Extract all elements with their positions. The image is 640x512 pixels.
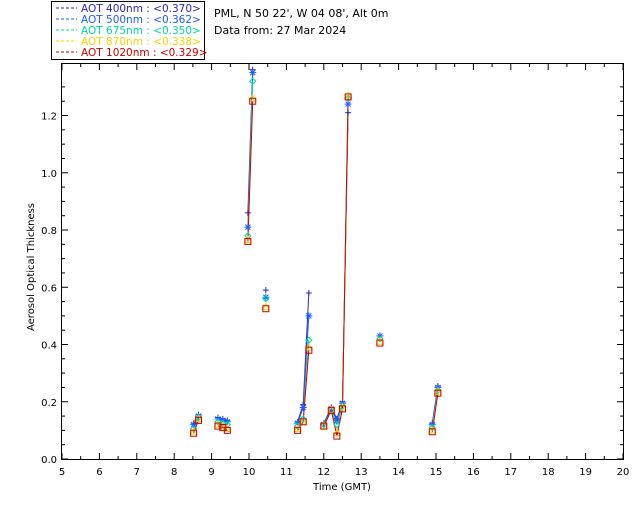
data-point xyxy=(189,425,198,433)
x-tick-label: 10 xyxy=(243,467,256,478)
data-point xyxy=(338,402,347,411)
data-point xyxy=(244,237,252,245)
x-tick-label: 15 xyxy=(430,467,443,478)
x-tick-label: 17 xyxy=(504,467,517,478)
x-axis-title: Time (GMT) xyxy=(312,482,371,493)
series-line xyxy=(247,101,254,242)
series-line xyxy=(323,96,349,437)
data-point xyxy=(434,386,442,395)
data-point xyxy=(294,426,302,434)
data-point xyxy=(376,339,384,347)
data-point xyxy=(244,209,251,216)
data-point xyxy=(427,425,437,434)
data-point xyxy=(375,337,385,345)
series-line xyxy=(323,112,349,424)
data-point xyxy=(214,418,222,426)
data-point xyxy=(262,295,270,303)
data-point xyxy=(244,223,252,231)
data-point xyxy=(333,420,341,429)
x-tick-label: 19 xyxy=(579,467,592,478)
data-point xyxy=(190,429,198,437)
data-point xyxy=(262,287,269,294)
x-tick-label: 6 xyxy=(96,467,102,478)
x-tick-label: 20 xyxy=(617,467,630,478)
data-point xyxy=(195,416,203,424)
data-point xyxy=(320,422,328,430)
x-tick-label: 7 xyxy=(134,467,140,478)
data-point xyxy=(249,69,257,77)
legend-label: AOT 400nm : <0.370> xyxy=(81,3,201,15)
legend-label: AOT 870nm : <0.338> xyxy=(81,36,201,48)
y-tick-label: 0.2 xyxy=(41,398,57,409)
x-tick-label: 13 xyxy=(355,467,368,478)
x-axis: 5 6 7 8 9 10 11 12 13 14 15 16 17 18 19 20 xyxy=(59,64,630,478)
y-tick-label: 0.6 xyxy=(41,283,57,294)
x-tick-label: 8 xyxy=(171,467,177,478)
data-point xyxy=(293,422,302,430)
data-point xyxy=(299,418,307,426)
y-tick-label: 0.0 xyxy=(41,455,57,466)
data-point xyxy=(189,427,199,435)
legend: AOT 400nm : <0.370>AOT 500nm : <0.362>AO… xyxy=(51,1,208,60)
data-point xyxy=(305,312,313,320)
y-tick-label: 1.0 xyxy=(41,169,57,180)
data-point xyxy=(262,305,270,313)
y-axis-title: Aerosol Optical Thickness xyxy=(26,203,37,331)
data-point xyxy=(194,413,203,422)
x-tick-label: 12 xyxy=(317,467,330,478)
data-point xyxy=(262,293,270,301)
data-point xyxy=(376,335,384,343)
data-point xyxy=(333,432,341,440)
y-axis: 0.0 0.2 0.4 0.6 0.8 1.0 1.2 xyxy=(41,86,623,466)
series-line xyxy=(323,98,349,427)
data-point xyxy=(219,419,227,427)
data-point xyxy=(428,423,436,432)
plot-frame xyxy=(61,63,624,460)
date-info: Data from: 27 Mar 2024 xyxy=(214,24,346,37)
data-point xyxy=(345,109,352,116)
data-point xyxy=(249,97,257,105)
data-point xyxy=(305,346,313,354)
x-tick-label: 16 xyxy=(467,467,480,478)
data-point xyxy=(194,414,203,422)
y-tick-label: 1.2 xyxy=(41,112,57,123)
x-tick-label: 5 xyxy=(59,467,65,478)
station-info: PML, N 50 22', W 04 08', Alt 0m xyxy=(214,7,388,20)
data-point xyxy=(261,302,271,311)
y-tick-label: 0.8 xyxy=(41,226,57,237)
data-point xyxy=(190,421,198,429)
data-point xyxy=(339,405,346,413)
y-tick-label: 0.4 xyxy=(41,341,57,352)
data-point xyxy=(433,387,443,395)
data-point xyxy=(249,77,257,85)
x-tick-label: 11 xyxy=(280,467,293,478)
data-point xyxy=(223,426,231,434)
data-point xyxy=(428,428,436,436)
data-point xyxy=(327,406,335,414)
data-point xyxy=(305,289,312,296)
legend-label: AOT 675nm : <0.350> xyxy=(81,25,201,37)
data-point xyxy=(243,235,253,244)
data-point xyxy=(338,402,347,410)
data-point xyxy=(333,416,341,424)
series-markers xyxy=(189,66,443,440)
legend-label: AOT 1020nm : <0.329> xyxy=(81,47,208,59)
data-point xyxy=(344,94,352,103)
legend-label: AOT 500nm : <0.362> xyxy=(81,14,201,26)
data-point xyxy=(299,403,307,411)
data-point xyxy=(293,424,302,432)
x-tick-label: 9 xyxy=(208,467,214,478)
data-point xyxy=(299,415,307,423)
data-point xyxy=(214,422,222,430)
data-point xyxy=(434,389,442,397)
series-line xyxy=(323,104,349,425)
series-lines xyxy=(193,69,439,437)
x-tick-label: 14 xyxy=(392,467,405,478)
series-line xyxy=(323,95,349,434)
data-point xyxy=(320,420,328,429)
x-tick-label: 18 xyxy=(542,467,555,478)
data-point xyxy=(344,93,352,101)
data-point xyxy=(343,90,353,99)
